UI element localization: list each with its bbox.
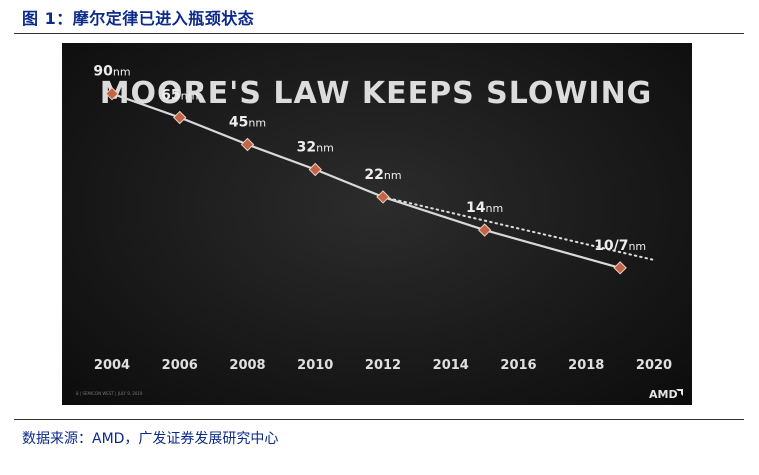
data-label: 90nm [93, 64, 130, 80]
data-label: 14nm [466, 200, 503, 216]
trend-extrapolation-line [382, 195, 655, 261]
bottom-divider [14, 419, 744, 420]
x-tick-label: 2018 [568, 358, 604, 373]
data-point-marker [240, 137, 255, 152]
x-tick-label: 2020 [636, 358, 672, 373]
x-tick-label: 2006 [162, 358, 198, 373]
amd-logo: AMD [649, 388, 678, 401]
x-tick-label: 2012 [365, 358, 401, 373]
source-note: 数据来源：AMD，广发证券发展研究中心 [22, 431, 279, 447]
data-label: 22nm [364, 167, 401, 183]
data-point-marker [376, 190, 390, 204]
data-label: 10/7nm [594, 238, 646, 254]
plot-layer: 2004 2006 2008 2010 2012 2014 2016 2018 2020 90nm… [93, 64, 672, 373]
x-tick-label: 2008 [229, 358, 265, 373]
data-point-marker [173, 110, 187, 125]
chart-panel: MOORE'S LAW KEEPS SLOWING 2004 2006 2008 20… [62, 43, 692, 405]
data-label: 32nm [297, 139, 334, 155]
top-divider [14, 33, 744, 34]
data-point-marker [613, 261, 627, 275]
data-point-marker [105, 86, 119, 101]
data-point-marker [477, 223, 492, 237]
data-label: 65nm [161, 88, 198, 104]
data-point-marker [308, 162, 322, 177]
x-tick-label: 2010 [297, 358, 333, 373]
x-tick-label: 2016 [500, 358, 536, 373]
figure-title: 图 1：摩尔定律已进入瓶颈状态 [22, 9, 255, 28]
x-tick-label: 2004 [94, 358, 130, 373]
chart-svg: MOORE'S LAW KEEPS SLOWING 2004 2006 2008 20… [76, 64, 683, 401]
footer-text: 8 | SEMICON WEST | JULY 9, 2019 [76, 391, 143, 396]
amd-logo-arrow-icon [676, 389, 683, 396]
chart-title: MOORE'S LAW KEEPS SLOWING [100, 76, 653, 111]
data-label: 45nm [229, 114, 266, 130]
x-tick-label: 2014 [433, 358, 469, 373]
